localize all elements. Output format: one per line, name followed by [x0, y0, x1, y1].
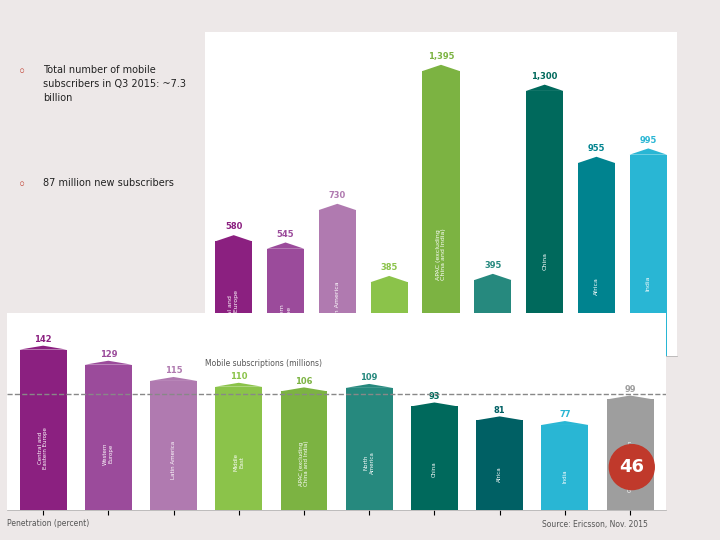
Polygon shape: [281, 392, 328, 510]
Polygon shape: [215, 235, 252, 241]
Text: Middle
East: Middle East: [384, 318, 395, 339]
Text: 129: 129: [99, 350, 117, 359]
Polygon shape: [346, 384, 392, 388]
Text: 1,300: 1,300: [531, 72, 558, 81]
Text: 109: 109: [361, 373, 378, 382]
Polygon shape: [267, 249, 304, 356]
Text: ◦: ◦: [18, 65, 26, 79]
Polygon shape: [629, 148, 667, 154]
Polygon shape: [578, 157, 615, 163]
Polygon shape: [85, 361, 132, 365]
Circle shape: [609, 444, 654, 490]
Polygon shape: [215, 383, 262, 387]
Polygon shape: [474, 274, 511, 280]
Polygon shape: [578, 163, 615, 356]
Polygon shape: [19, 349, 66, 510]
Polygon shape: [526, 91, 563, 356]
Text: ◦: ◦: [18, 178, 26, 192]
Text: 106: 106: [295, 377, 312, 386]
Text: Penetration (percent): Penetration (percent): [7, 519, 89, 529]
Polygon shape: [267, 242, 304, 249]
Text: Total number of mobile
subscribers in Q3 2015: ~7.3
billion: Total number of mobile subscribers in Q3…: [43, 65, 186, 103]
Text: 77: 77: [559, 410, 571, 419]
Text: 385: 385: [380, 263, 398, 272]
Text: 955: 955: [588, 144, 606, 153]
Polygon shape: [215, 241, 252, 356]
Text: North
America: North America: [487, 314, 498, 341]
Text: 110: 110: [230, 372, 248, 381]
Text: North
America: North America: [364, 451, 374, 474]
Polygon shape: [476, 416, 523, 420]
Text: Central and
Eastern Europe: Central and Eastern Europe: [228, 290, 239, 338]
Polygon shape: [474, 280, 511, 356]
Polygon shape: [476, 420, 523, 510]
Text: 81: 81: [494, 406, 505, 415]
Text: APAC (excluding
China and India): APAC (excluding China and India): [436, 228, 446, 280]
Polygon shape: [215, 387, 262, 510]
Text: 142: 142: [35, 335, 52, 344]
Polygon shape: [371, 282, 408, 356]
Text: Africa: Africa: [498, 467, 502, 482]
Text: 87 million new subscribers: 87 million new subscribers: [43, 178, 174, 188]
Polygon shape: [411, 402, 458, 407]
Polygon shape: [150, 377, 197, 381]
Text: Global penetration: Global penetration: [628, 441, 633, 492]
Polygon shape: [319, 204, 356, 210]
Text: 1,395: 1,395: [428, 52, 454, 61]
Polygon shape: [281, 387, 328, 392]
Polygon shape: [319, 210, 356, 356]
Polygon shape: [526, 85, 563, 91]
Text: Latin America: Latin America: [335, 281, 340, 325]
Text: 995: 995: [639, 136, 657, 145]
Text: APAC (excluding
China and India): APAC (excluding China and India): [299, 441, 310, 487]
Text: Mobile subscriptions (millions): Mobile subscriptions (millions): [205, 359, 323, 368]
Text: 395: 395: [484, 261, 502, 270]
Polygon shape: [19, 346, 66, 349]
Polygon shape: [541, 425, 588, 510]
Text: 730: 730: [329, 191, 346, 200]
Text: Central and
Eastern Europe: Central and Eastern Europe: [37, 427, 48, 469]
Text: Western
Europe: Western Europe: [103, 442, 114, 465]
Polygon shape: [423, 65, 459, 71]
Text: 99: 99: [624, 385, 636, 394]
Polygon shape: [607, 395, 654, 400]
Polygon shape: [629, 154, 667, 356]
Text: India: India: [646, 276, 651, 292]
Text: 115: 115: [165, 366, 182, 375]
Polygon shape: [607, 400, 654, 510]
Text: 545: 545: [276, 230, 294, 239]
Text: Western
Europe: Western Europe: [280, 303, 291, 329]
Text: India: India: [562, 470, 567, 483]
Text: Latin America: Latin America: [171, 441, 176, 479]
Polygon shape: [423, 71, 459, 356]
Polygon shape: [411, 407, 458, 510]
Text: Source: Ericsson, Nov. 2015: Source: Ericsson, Nov. 2015: [542, 519, 648, 529]
Text: 93: 93: [428, 392, 440, 401]
Text: 46: 46: [619, 458, 644, 476]
Polygon shape: [371, 276, 408, 282]
Polygon shape: [85, 364, 132, 510]
Text: Middle
East: Middle East: [233, 453, 244, 471]
Text: Africa: Africa: [594, 278, 599, 295]
Polygon shape: [541, 421, 588, 425]
Polygon shape: [346, 388, 392, 510]
Polygon shape: [150, 381, 197, 510]
Text: China: China: [432, 462, 437, 477]
Text: 580: 580: [225, 222, 243, 232]
Text: China: China: [542, 252, 547, 271]
